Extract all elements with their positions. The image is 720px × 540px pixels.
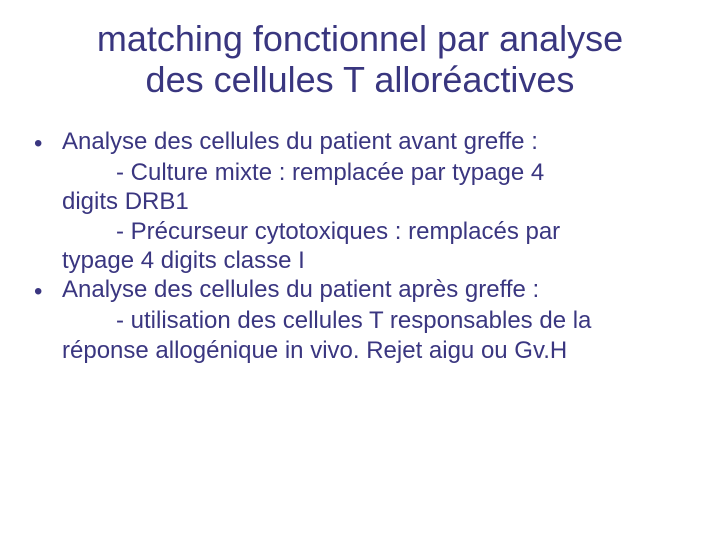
sub-line-cont: réponse allogénique in vivo. Rejet aigu … xyxy=(62,336,686,365)
sub-line: - Précurseur cytotoxiques : remplacés pa… xyxy=(62,217,686,246)
sub-line: - utilisation des cellules T responsable… xyxy=(62,306,686,335)
title-line-1: matching fonctionnel par analyse xyxy=(97,18,623,59)
bullet-item: • Analyse des cellules du patient après … xyxy=(34,275,686,306)
bullet-marker-icon: • xyxy=(34,275,62,306)
bullet-text: Analyse des cellules du patient après gr… xyxy=(62,275,686,304)
slide-title: matching fonctionnel par analyse des cel… xyxy=(34,18,686,101)
sub-line: - Culture mixte : remplacée par typage 4 xyxy=(62,158,686,187)
title-line-2: des cellules T alloréactives xyxy=(146,59,575,100)
bullet-text: Analyse des cellules du patient avant gr… xyxy=(62,127,686,156)
sub-line-cont: digits DRB1 xyxy=(62,187,686,216)
bullet-marker-icon: • xyxy=(34,127,62,158)
slide: matching fonctionnel par analyse des cel… xyxy=(0,0,720,540)
slide-body: • Analyse des cellules du patient avant … xyxy=(34,127,686,365)
sub-line-cont: typage 4 digits classe I xyxy=(62,246,686,275)
bullet-item: • Analyse des cellules du patient avant … xyxy=(34,127,686,158)
bullet-sub-block: - Culture mixte : remplacée par typage 4… xyxy=(34,158,686,275)
bullet-sub-block: - utilisation des cellules T responsable… xyxy=(34,306,686,365)
